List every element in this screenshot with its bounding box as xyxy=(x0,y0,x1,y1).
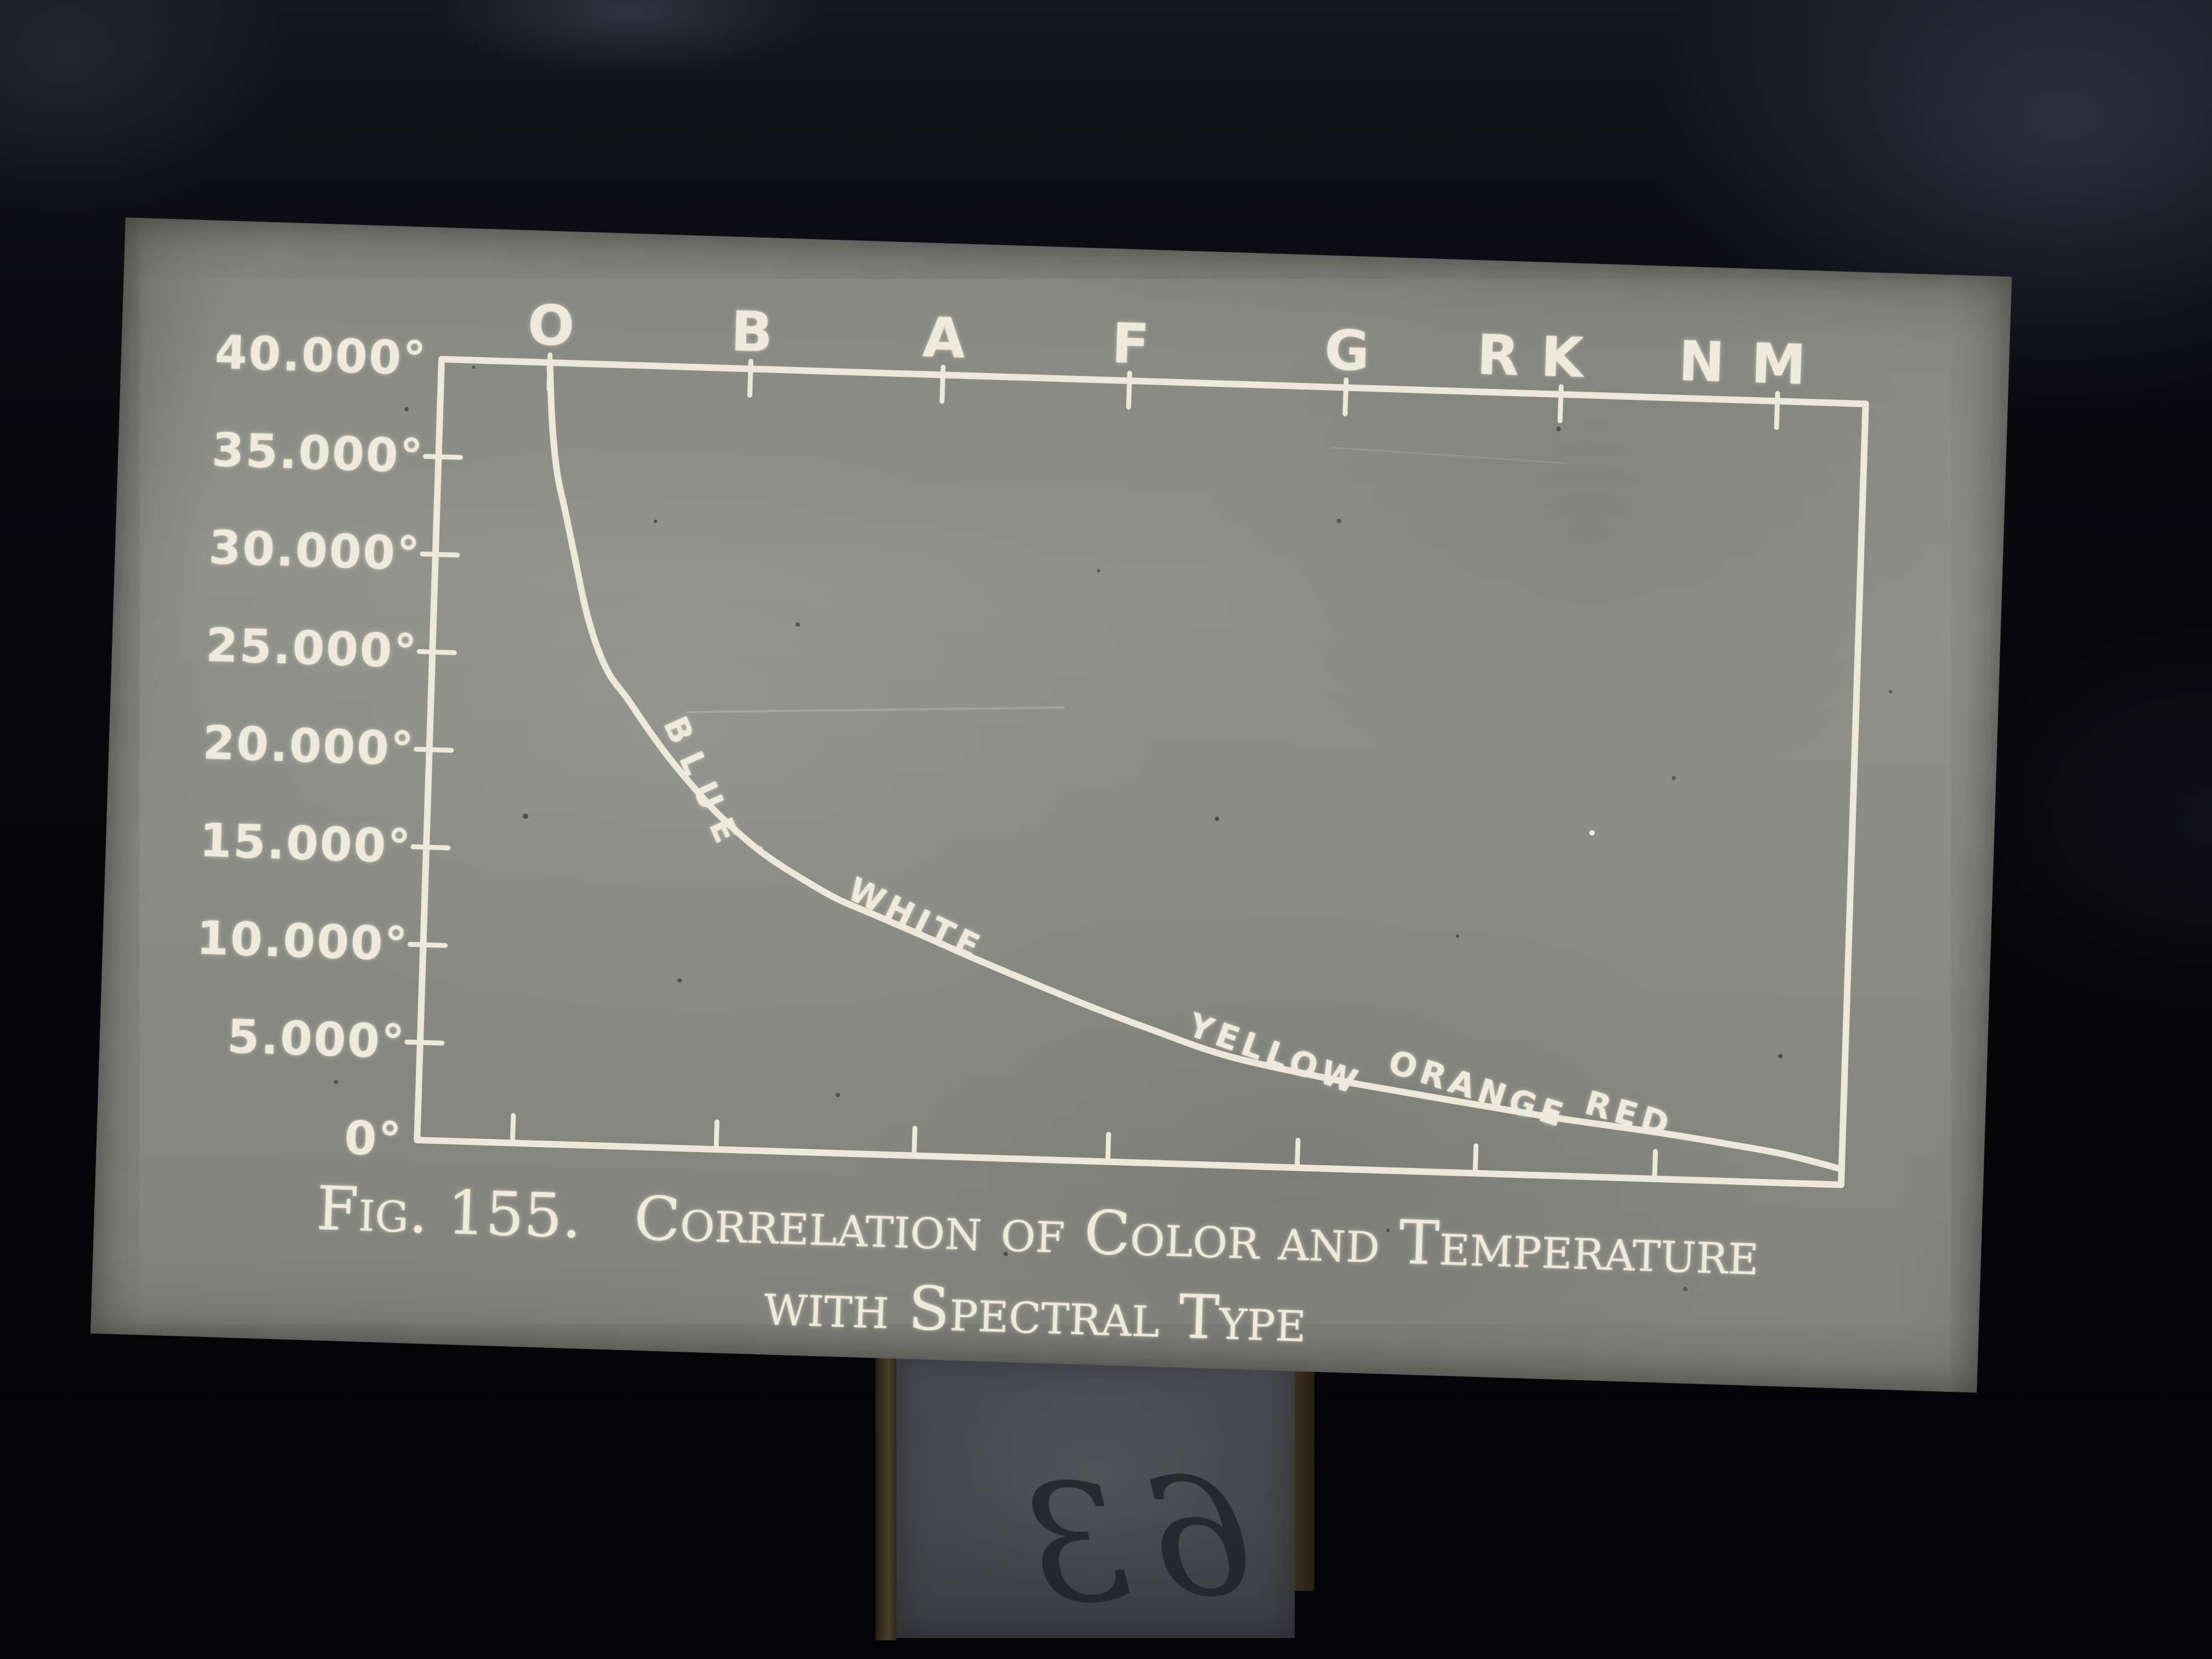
top-axis-tick xyxy=(939,364,946,404)
left-axis-tick xyxy=(404,1039,445,1046)
bottom-axis-tick xyxy=(911,1125,918,1156)
spectral-type-label: B xyxy=(730,299,774,365)
mount-edge-right xyxy=(1295,1355,1314,1591)
left-axis-tick xyxy=(410,844,451,851)
spectral-type-label: R xyxy=(1476,322,1520,388)
spectral-type-label: G xyxy=(1323,318,1371,383)
left-axis-tick xyxy=(422,454,463,460)
top-axis-tick xyxy=(747,358,754,398)
handwritten-number: 63 xyxy=(1001,1439,1257,1644)
spectral-type-label: A xyxy=(922,305,967,371)
spectral-type-label: O xyxy=(527,292,575,359)
left-axis-tick xyxy=(414,747,454,753)
temperature-curve xyxy=(546,359,1845,1173)
y-axis-tick-label: 40.000° xyxy=(214,325,428,386)
y-axis-tick-label: 25.000° xyxy=(205,618,419,679)
chart-plot xyxy=(404,352,1869,1188)
spectral-type-label: N xyxy=(1678,329,1726,395)
y-axis-tick-label: 0° xyxy=(343,1110,404,1167)
spectral-type-label: K xyxy=(1539,324,1584,391)
spectral-type-label: F xyxy=(1110,311,1150,377)
lantern-slide: 40.000° 35.000° 30.000° 25.000° 20.000° 15.00… xyxy=(90,217,2012,1393)
spectral-type-label: M xyxy=(1750,331,1807,397)
y-axis-tick-label: 20.000° xyxy=(202,715,416,776)
top-axis-tick xyxy=(1774,391,1780,430)
top-axis-tick xyxy=(1126,370,1132,410)
bottom-axis-tick xyxy=(1472,1143,1479,1174)
top-axis-tick xyxy=(1342,377,1349,416)
mount-edge-left xyxy=(876,1358,896,1640)
y-axis-tick-label: 35.000° xyxy=(211,422,425,483)
top-axis-tick xyxy=(1558,384,1564,424)
label-paper xyxy=(896,1355,1295,1638)
left-axis-tick xyxy=(416,649,457,656)
bottom-axis-tick xyxy=(510,1113,516,1143)
y-axis-tick-label: 30.000° xyxy=(208,520,422,581)
y-axis-tick-label: 10.000° xyxy=(195,911,410,972)
left-axis-tick xyxy=(407,941,448,948)
y-axis-tick-label: 15.000° xyxy=(199,813,413,874)
plot-frame xyxy=(414,356,1869,1188)
left-axis-tick xyxy=(420,551,460,558)
slide-mount-label: 63 xyxy=(876,1355,1314,1644)
y-axis-tick-label: 5.000° xyxy=(226,1009,407,1069)
figure-number: Fig. 155. xyxy=(315,1173,583,1252)
bottom-axis-tick xyxy=(1295,1137,1301,1168)
